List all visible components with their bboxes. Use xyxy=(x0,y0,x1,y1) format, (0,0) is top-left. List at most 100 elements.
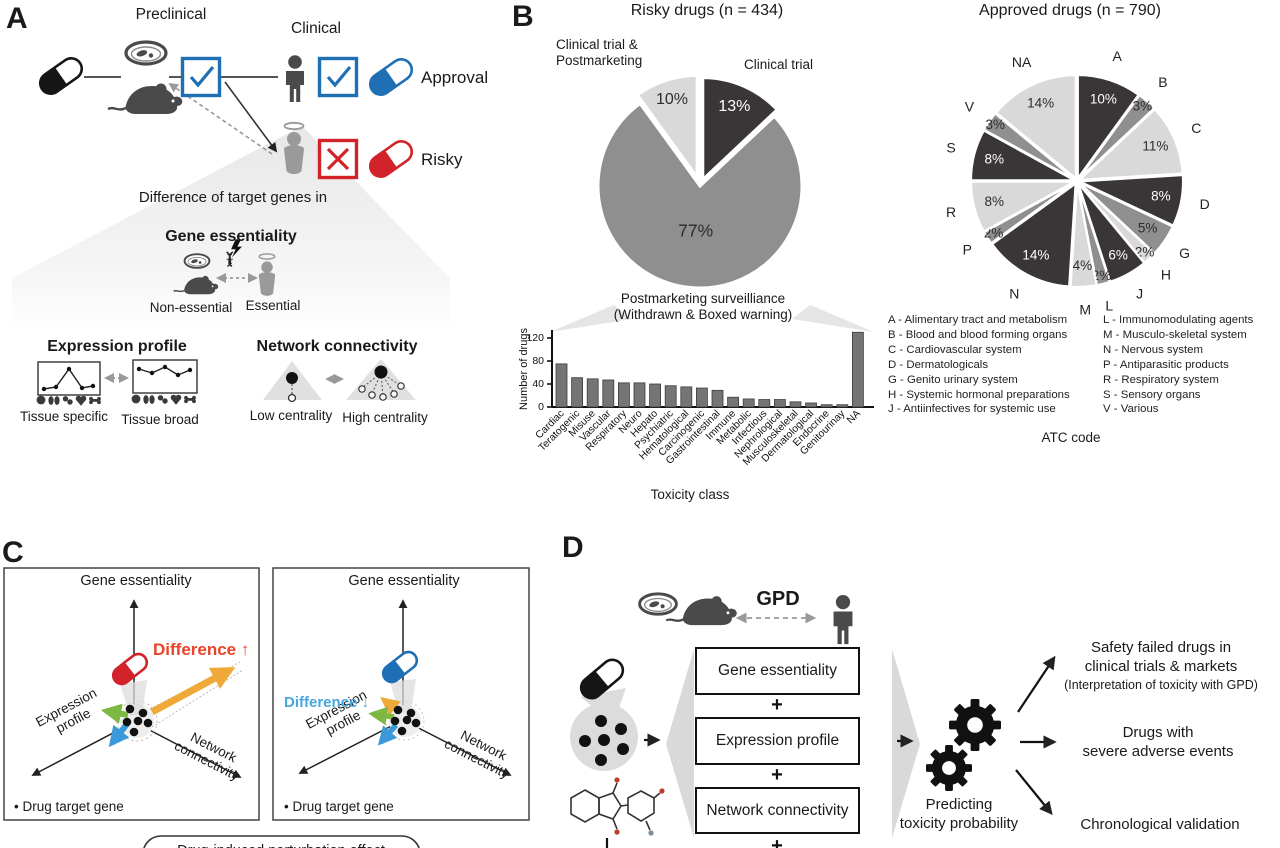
pie-percent-label: 3% xyxy=(1133,98,1153,113)
capsule-cone xyxy=(390,679,416,713)
target-gene-funnel xyxy=(570,688,638,771)
pie-percent-label: 5% xyxy=(1138,221,1158,236)
output-safety-failed-note: (Interpretation of toxicity with GPD) xyxy=(1064,678,1258,692)
approved-drugs-pie: 10%A3%B11%C8% D5%G2%H6%J2%L4%M14%N2%P8%R8… xyxy=(946,48,1210,317)
panel-a-label: A xyxy=(6,2,28,35)
pie-slice xyxy=(1077,107,1184,181)
output-adverse-events: Drugs with xyxy=(1122,724,1194,741)
mouse-icon xyxy=(106,82,184,116)
bar-ylabel: Number of drugs xyxy=(518,328,530,410)
pie-outer-label: NA xyxy=(1012,54,1032,70)
axis-label-gene-essentiality: Gene essentiality xyxy=(348,573,460,589)
petri-dish-icon xyxy=(124,40,168,66)
bar xyxy=(852,331,864,408)
pie-outer-label: A xyxy=(1113,48,1123,64)
pie-outer-label: N xyxy=(1009,286,1019,302)
pie-slice xyxy=(596,101,804,290)
organ-icons xyxy=(36,395,101,406)
callout-box xyxy=(143,835,420,848)
low-centrality-label: Low centrality xyxy=(249,408,333,423)
pie-slice xyxy=(1078,94,1156,180)
pie-percent-label: 11% xyxy=(1142,139,1168,154)
slice-label-ct-pm: Clinical trial & xyxy=(556,37,638,52)
atc-entry: S - Sensory organs xyxy=(1103,388,1201,401)
organ-icons xyxy=(131,394,196,405)
output-safety-failed: clinical trials & markets xyxy=(1084,658,1238,675)
essential-label: Essential xyxy=(245,298,301,313)
tissue-specific-label: Tissue specific xyxy=(19,409,109,424)
network-connectivity-heading: Network connectivity xyxy=(256,338,418,355)
panel-d-label: D xyxy=(562,531,584,564)
bar xyxy=(664,385,677,408)
capsule-icon xyxy=(38,57,84,95)
bar xyxy=(711,389,724,408)
difference-caption: Difference of target genes in xyxy=(138,189,328,206)
pie-outer-label: R xyxy=(946,204,956,220)
difference-arrow-orange xyxy=(150,666,236,716)
magnify-funnel xyxy=(12,126,450,278)
pie-percent-label: 14% xyxy=(1027,95,1054,110)
atc-entry: H - Systemic hormonal preparations xyxy=(888,388,1070,401)
output-adverse-events: severe adverse events xyxy=(1082,743,1234,760)
high-centrality-icon xyxy=(346,359,416,401)
expression-profile-box: Expression profile xyxy=(695,717,860,765)
slice-label-postmarketing: Postmarketing surveilliance xyxy=(620,291,786,306)
preclinical-label: Preclinical xyxy=(135,6,207,23)
pie-slice xyxy=(1079,174,1184,227)
pie-percent-label: 4% xyxy=(1073,258,1093,273)
bar xyxy=(633,382,646,408)
slice-label-postmarketing: (Withdrawn & Boxed warning) xyxy=(613,307,793,322)
bar xyxy=(555,363,568,408)
predicting-label: toxicity probability xyxy=(899,815,1019,832)
drug-target-dots xyxy=(122,704,153,737)
bar xyxy=(820,404,833,408)
bar xyxy=(586,378,599,408)
difference-arrow-blue xyxy=(108,722,130,748)
bar-category-label: NA xyxy=(845,408,863,426)
difference-down-label: Difference ↓ xyxy=(284,694,370,711)
slice-label-ct-pm: Postmarketing xyxy=(556,53,643,68)
gear-icon xyxy=(926,745,972,791)
bar xyxy=(742,398,755,408)
gears-icon xyxy=(926,699,1001,791)
atc-entry: L - Immunomodulating agents xyxy=(1103,314,1254,326)
capsule-icon xyxy=(381,650,419,684)
atc-entry: B - Blood and blood forming organs xyxy=(888,328,1068,341)
difference-arrow-green xyxy=(368,706,395,726)
tissue-specific-chart xyxy=(37,361,101,396)
petri-dish-icon xyxy=(183,253,211,269)
pie-percent-label: 3% xyxy=(986,117,1006,132)
pie-slice xyxy=(1069,183,1098,288)
drug-target-dots xyxy=(390,705,421,736)
output-safety-failed: Safety failed drugs in xyxy=(1090,639,1232,656)
high-centrality-label: High centrality xyxy=(342,410,428,425)
capsule-icon xyxy=(579,658,625,700)
y-tick-label: 120 xyxy=(526,332,544,344)
atc-entry: C - Cardiovascular system xyxy=(888,343,1022,356)
atc-entry: A - Alimentary tract and metabolism xyxy=(888,314,1068,326)
tissue-broad-chart xyxy=(132,359,198,394)
person-icon xyxy=(286,55,304,102)
bar xyxy=(618,382,630,408)
drug-target-gene-legend: • Drug target gene xyxy=(14,799,124,814)
funnel-wedge xyxy=(550,305,632,332)
fail-xbox-icon xyxy=(317,138,359,180)
panel-c-left-box xyxy=(3,567,260,821)
y-tick-label: 40 xyxy=(532,378,544,390)
bar-xlabel: Toxicity class xyxy=(650,487,730,502)
difference-arrow-blue xyxy=(377,723,399,746)
pie-slice xyxy=(970,129,1075,182)
pie-outer-label: V xyxy=(965,99,975,115)
bar xyxy=(696,387,708,408)
capsule-icon xyxy=(368,140,414,178)
network-connectivity-box: Network connectivity xyxy=(695,787,860,834)
bar xyxy=(649,383,661,408)
plus-sign: + xyxy=(771,764,783,786)
pie-slice xyxy=(1076,74,1140,182)
pie-outer-label: B xyxy=(1158,74,1167,90)
pie-percent-label: 77% xyxy=(678,220,713,240)
bar xyxy=(805,402,817,408)
atc-entry: D - Dermatologicals xyxy=(888,358,989,371)
pie-slice xyxy=(970,180,1075,233)
